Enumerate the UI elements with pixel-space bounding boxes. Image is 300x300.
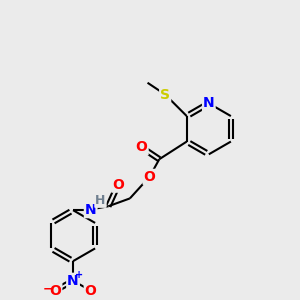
Text: O: O xyxy=(50,284,61,298)
Text: H: H xyxy=(95,194,106,207)
Text: O: O xyxy=(85,284,97,298)
Text: N: N xyxy=(203,96,214,110)
Text: N: N xyxy=(85,203,97,217)
Text: −: − xyxy=(42,282,53,295)
Text: O: O xyxy=(136,140,148,154)
Text: S: S xyxy=(160,88,170,101)
Text: +: + xyxy=(75,270,83,280)
Text: O: O xyxy=(144,170,155,184)
Text: O: O xyxy=(112,178,124,192)
Text: N: N xyxy=(67,274,79,288)
